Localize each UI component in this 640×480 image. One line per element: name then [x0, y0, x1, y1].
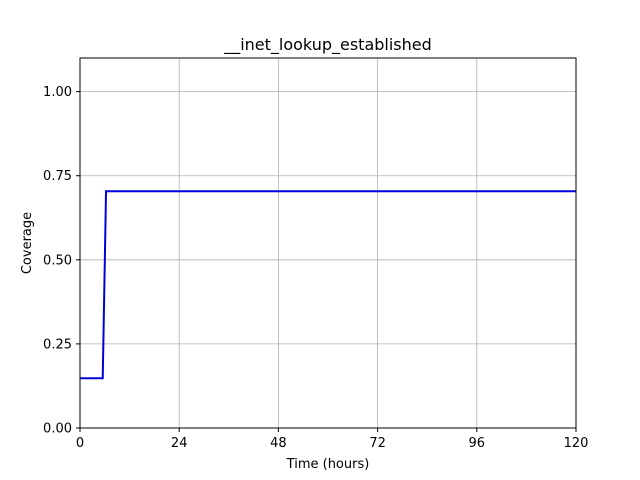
x-tick-label: 48 — [270, 436, 287, 451]
plot-frame — [79, 57, 577, 429]
x-tick-label: 24 — [171, 436, 188, 451]
x-tick-label: 72 — [369, 436, 386, 451]
y-axis-label: Coverage — [20, 212, 35, 274]
chart-title: __inet_lookup_established — [223, 35, 432, 55]
x-tick-label: 96 — [469, 436, 486, 451]
y-tick-label: 0.00 — [43, 422, 72, 437]
coverage-series-line — [80, 190, 576, 380]
y-tick-label: 1.00 — [43, 85, 72, 100]
x-tick-label: 0 — [76, 436, 84, 451]
series-layer — [80, 190, 576, 380]
y-tick-label: 0.25 — [43, 337, 72, 352]
y-tick-label: 0.50 — [43, 253, 72, 268]
grid-lines — [79, 58, 577, 429]
tick-layer: 0 24 48 72 96 120 0.00 0.25 0.50 0.75 1.00 — [43, 85, 588, 451]
y-tick-label: 0.75 — [43, 169, 72, 184]
x-axis-label: Time (hours) — [286, 457, 370, 472]
x-tick-label: 120 — [564, 436, 589, 451]
